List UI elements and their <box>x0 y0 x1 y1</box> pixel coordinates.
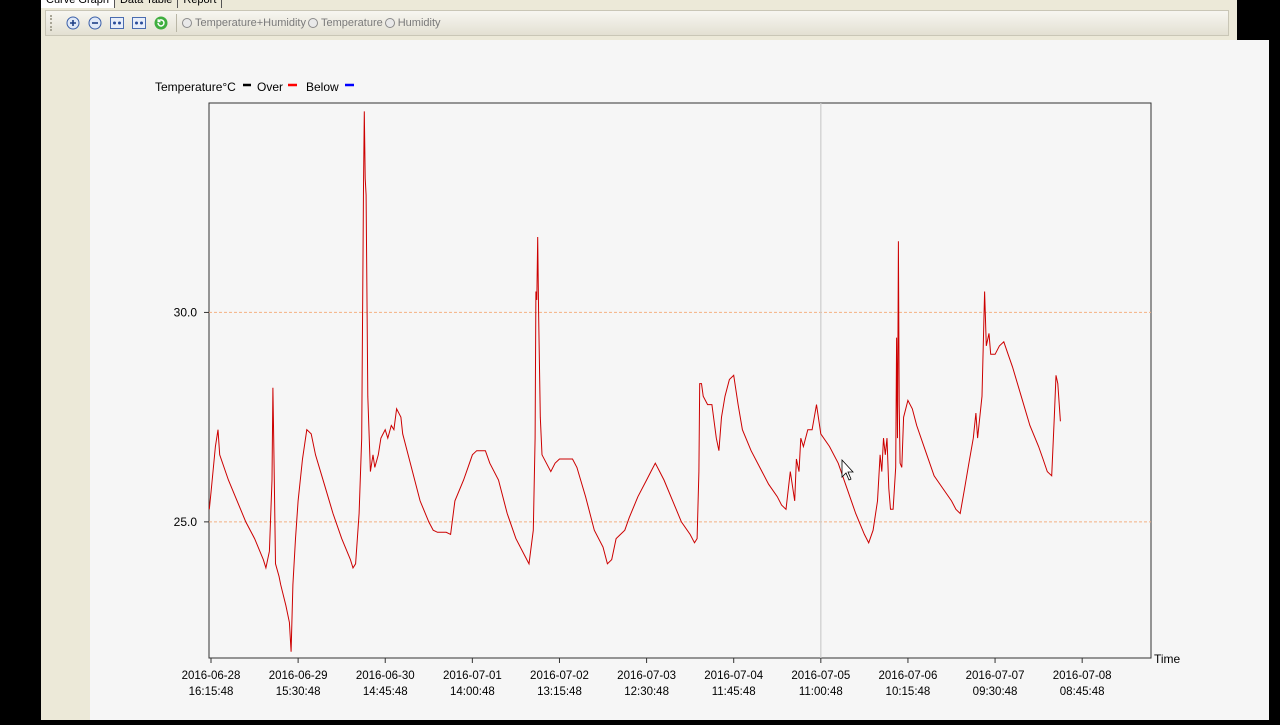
x-tick-date: 2016-06-28 <box>182 670 241 682</box>
toolbar-grip[interactable] <box>50 15 56 31</box>
x-tick-date: 2016-07-07 <box>966 670 1025 682</box>
x-tick-date: 2016-07-06 <box>879 670 938 682</box>
plot-frame <box>208 102 1152 659</box>
chart-area: Temperature°C Over Below 25.0 30.0 2016-0… <box>90 40 1269 720</box>
radio-humidity[interactable]: Humidity <box>384 17 441 29</box>
x-tick-time: 14:45:48 <box>363 686 408 698</box>
graph-toolbar: Temperature+Humidity Temperature Humidit… <box>45 10 1229 36</box>
x-tick-time: 14:00:48 <box>450 686 495 698</box>
radio-button-icon[interactable] <box>384 18 395 28</box>
x-tick-time: 13:15:48 <box>537 686 582 698</box>
y-axis-ticks: 25.0 30.0 <box>174 305 209 529</box>
tab-data-table[interactable]: Data Table <box>114 0 179 8</box>
app-window: Curve Graph Data Table Report Temperatur… <box>41 0 1269 720</box>
x-tick-time: 15:30:48 <box>276 686 321 698</box>
toolbar-separator <box>176 14 177 32</box>
zoom-in-icon[interactable] <box>65 15 81 31</box>
radio-temperature-humidity[interactable]: Temperature+Humidity <box>182 17 306 29</box>
radio-label: Temperature <box>320 17 383 29</box>
radio-label: Temperature+Humidity <box>195 17 306 29</box>
x-tick-time: 09:30:48 <box>973 686 1018 698</box>
x-tick-date: 2016-07-02 <box>530 670 589 682</box>
refresh-icon[interactable] <box>153 15 169 31</box>
x-tick-date: 2016-06-29 <box>269 670 328 682</box>
x-tick-date: 2016-06-30 <box>356 670 415 682</box>
radio-label: Humidity <box>397 17 441 29</box>
x-tick-time: 08:45:48 <box>1060 686 1105 698</box>
y-tick-label: 25.0 <box>174 515 198 529</box>
x-tick-date: 2016-07-03 <box>617 670 676 682</box>
tab-report[interactable]: Report <box>178 0 223 8</box>
temperature-chart: Temperature°C Over Below 25.0 30.0 2016-0… <box>155 80 1181 698</box>
legend-title: Temperature°C <box>155 80 236 94</box>
x-axis-ticks: 2016-06-28 16:15:48 2016-06-29 15:30:48 2016… <box>182 658 1112 698</box>
legend-over-label: Over <box>257 80 283 94</box>
y-tick-label: 30.0 <box>174 305 198 319</box>
tab-curve-graph[interactable]: Curve Graph <box>41 0 115 8</box>
x-tick-time: 11:45:48 <box>712 686 756 698</box>
x-tick-time: 12:30:48 <box>624 686 669 698</box>
x-tick-date: 2016-07-04 <box>704 670 763 682</box>
zoom-out-icon[interactable] <box>87 15 103 31</box>
x-tick-date: 2016-07-08 <box>1053 670 1112 682</box>
mouse-pointer-icon <box>841 458 854 481</box>
threshold-lines <box>209 311 1151 523</box>
radio-temperature[interactable]: Temperature <box>307 17 383 29</box>
legend-below-label: Below <box>306 80 339 94</box>
x-tick-time: 10:15:48 <box>886 686 931 698</box>
radio-button-icon[interactable] <box>307 18 318 28</box>
fit-horizontal-icon[interactable] <box>109 15 125 31</box>
x-tick-time: 11:00:48 <box>799 686 843 698</box>
view-tabs: Curve Graph Data Table Report <box>41 0 223 8</box>
x-tick-date: 2016-07-05 <box>791 670 850 682</box>
x-axis-label: Time <box>1154 652 1181 666</box>
x-tick-date: 2016-07-01 <box>443 670 502 682</box>
x-tick-time: 16:15:48 <box>189 686 234 698</box>
radio-button-icon[interactable] <box>182 18 192 28</box>
temperature-series-line <box>208 111 1061 652</box>
fit-all-icon[interactable] <box>131 15 147 31</box>
